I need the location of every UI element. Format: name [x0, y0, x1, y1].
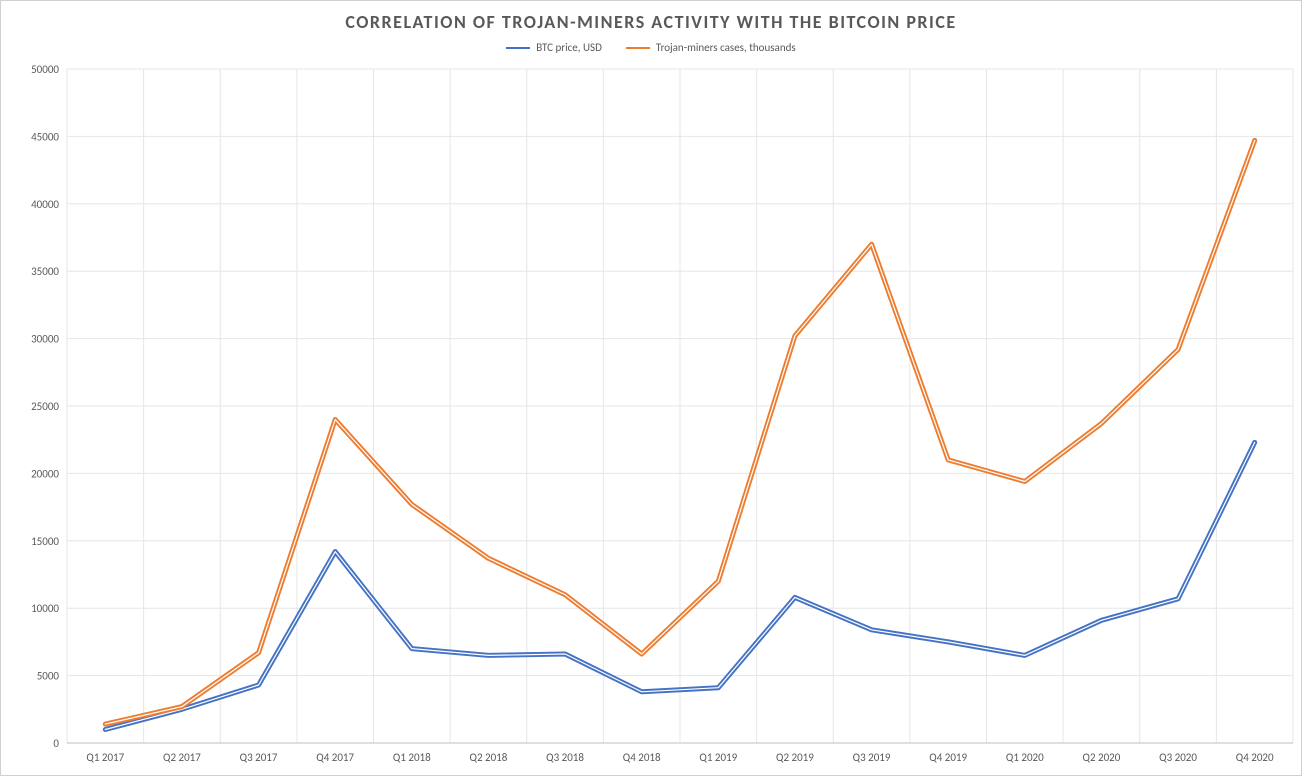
y-tick-label: 15000 [31, 535, 59, 548]
chart-container: CORRELATION OF TROJAN-MINERS ACTIVITY WI… [0, 0, 1302, 776]
x-tick-label: Q3 2020 [1159, 751, 1197, 764]
x-tick-label: Q4 2018 [623, 751, 661, 764]
x-tick-label: Q1 2020 [1006, 751, 1044, 764]
x-tick-label: Q4 2017 [316, 751, 354, 764]
plot-svg: 0 5000 10000 15000 20000 25000 30000 35000 40000… [1, 1, 1302, 777]
x-tick-label: Q2 2020 [1083, 751, 1121, 764]
x-tick-label: Q2 2019 [776, 751, 814, 764]
y-tick-label: 5000 [37, 670, 60, 683]
x-tick-label: Q1 2017 [86, 751, 124, 764]
x-tick-label: Q3 2017 [240, 751, 278, 764]
x-tick-label: Q1 2019 [699, 751, 737, 764]
x-tick-label: Q2 2017 [163, 751, 201, 764]
y-tick-label: 45000 [31, 130, 59, 143]
y-tick-label: 35000 [31, 265, 59, 278]
x-tick-label: Q4 2020 [1236, 751, 1274, 764]
y-tick-label: 0 [53, 737, 59, 750]
y-tick-label: 20000 [31, 467, 59, 480]
y-tick-label: 25000 [31, 400, 59, 413]
x-tick-label: Q3 2019 [853, 751, 891, 764]
x-tick-label: Q1 2018 [393, 751, 431, 764]
x-tick-label: Q3 2018 [546, 751, 584, 764]
y-tick-label: 40000 [31, 198, 59, 211]
x-tick-label: Q2 2018 [470, 751, 508, 764]
x-tick-label: Q4 2019 [929, 751, 967, 764]
y-tick-label: 30000 [31, 333, 59, 346]
y-tick-label: 50000 [31, 63, 59, 76]
y-tick-label: 10000 [31, 602, 59, 615]
